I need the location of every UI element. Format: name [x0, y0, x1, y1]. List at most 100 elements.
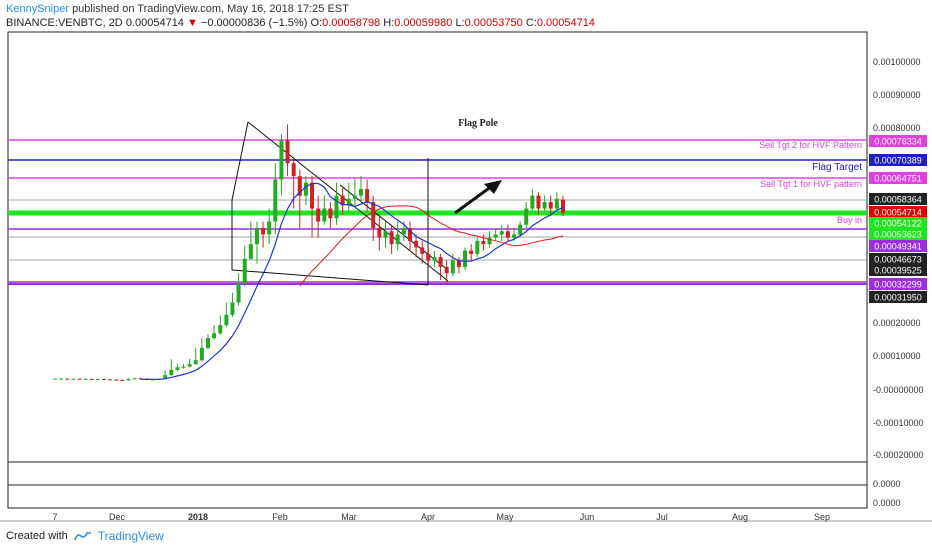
candle-body [389, 231, 394, 245]
candle-body [261, 228, 266, 235]
candle-body [377, 228, 382, 238]
candle-body [242, 258, 247, 284]
candle-body [346, 198, 351, 206]
y-tick-label: 0.00100000 [873, 57, 921, 67]
price-tag: 0.00046673 [869, 253, 927, 265]
candle-body [407, 228, 412, 241]
price-tag-bg [869, 291, 927, 303]
x-tick-label: Apr [421, 512, 435, 522]
price-tag-bg [869, 135, 927, 147]
x-tick-label: Feb [272, 512, 288, 522]
candle-body [334, 195, 339, 219]
author-link[interactable]: KennySniper [6, 3, 69, 15]
last-price: 0.00054714 [125, 17, 184, 29]
price-tag-bg [869, 206, 927, 218]
symbol-label: BINANCE:VENBTC, 2D [6, 17, 123, 29]
price-tag-value: 0.00032299 [874, 280, 922, 290]
x-tick-label: 7 [52, 512, 57, 522]
footer: Created with TradingView [6, 529, 164, 543]
open-value: 0.00058798 [322, 17, 381, 29]
y-tick-label: -0.00010000 [873, 418, 924, 428]
x-tick-label: Sep [814, 512, 830, 522]
candle-body [530, 195, 535, 209]
tradingview-brand[interactable]: TradingView [97, 529, 164, 543]
candle-body [53, 378, 57, 380]
candle-body [285, 140, 290, 164]
candle-body [291, 163, 296, 177]
down-arrow-icon: ▼ [187, 17, 198, 29]
tradingview-logo-icon [73, 532, 91, 541]
candle-body [248, 244, 253, 259]
candle-body [512, 234, 516, 238]
candle-body [310, 182, 315, 209]
candle-body [487, 237, 492, 245]
candle-body [438, 257, 443, 267]
sub-tick-label: 0.0000 [873, 479, 901, 489]
trend-arrow [454, 184, 493, 215]
candle-body [297, 176, 302, 196]
candle-body [352, 195, 357, 199]
price-tag-value: 0.00039525 [874, 266, 922, 276]
candle-body [163, 375, 168, 379]
flag-pole-label: Flag Pole [458, 118, 498, 129]
price-tag-value: 0.00054122 [874, 219, 922, 229]
candle-body [95, 378, 100, 380]
price-tag-bg [869, 228, 927, 240]
price-tag-value: 0.00049341 [874, 242, 922, 252]
candle-body [218, 325, 223, 334]
published-text: published on TradingView.com, May 16, 20… [72, 3, 349, 15]
moving-average-red [299, 205, 564, 287]
price-tag-bg [869, 217, 927, 229]
y-tick-label: 0.00020000 [873, 318, 921, 328]
candle-body [518, 224, 523, 235]
candle-body [383, 231, 388, 238]
candle-body [193, 360, 198, 365]
candle-body [267, 221, 272, 235]
y-tick-label: -0.00020000 [873, 450, 924, 460]
price-tag-bg [869, 278, 927, 290]
candle-body [303, 182, 308, 196]
candle-body [120, 379, 125, 381]
candle-body [132, 378, 137, 380]
y-tick-label: 0.00010000 [873, 351, 921, 361]
candle-body [206, 338, 210, 348]
candle-body [77, 378, 82, 380]
price-tag-bg [869, 240, 927, 252]
price-tag-value: 0.00046673 [874, 255, 922, 265]
x-tick-label: Jul [656, 512, 668, 522]
price-tag-value: 0.00076334 [874, 137, 922, 147]
candle-body [230, 302, 235, 315]
price-tag: 0.00031950 [869, 291, 927, 303]
candle-body [181, 366, 186, 368]
price-tag: 0.00049341 [869, 240, 927, 252]
candle-body [475, 240, 480, 254]
publish-line: KennySniper published on TradingView.com… [6, 3, 349, 15]
moving-average-blue [140, 182, 564, 380]
y-tick-label: 0.00080000 [873, 123, 921, 133]
level-label: Buy in [837, 215, 862, 225]
high-label: H: [383, 17, 395, 29]
candle-body [359, 189, 363, 196]
candle-body [340, 195, 345, 206]
candle-body [316, 208, 321, 222]
candle-body [371, 202, 376, 228]
candle-body [548, 202, 553, 209]
candle-body [560, 199, 565, 213]
level-label: Sell Tgt 2 for HVF Pattern [759, 140, 862, 150]
price-tag: 0.00076334 [869, 135, 927, 147]
pattern-line [231, 269, 429, 286]
candle-body [536, 195, 541, 209]
sub-tick-label: 0.0000 [873, 498, 901, 508]
candle-body [254, 228, 259, 245]
open-label: O: [310, 17, 323, 29]
price-tag-value: 0.00058364 [874, 195, 922, 205]
price-tag: 0.00070389 [869, 154, 927, 166]
candle-body [395, 234, 400, 245]
candle-body [554, 198, 559, 209]
y-tick-label: -0.00000000 [873, 385, 924, 395]
candle-body [224, 314, 229, 326]
candle-body [524, 208, 529, 225]
candle-body [199, 347, 204, 361]
price-tag-value: 0.00070389 [874, 156, 922, 166]
